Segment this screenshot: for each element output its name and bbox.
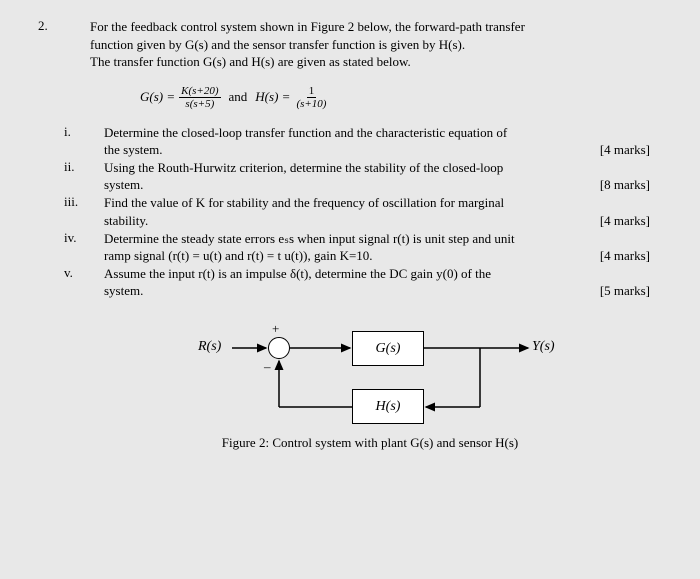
- item-marks-row: system. [5 marks]: [104, 282, 650, 299]
- item-line2: system.: [104, 282, 143, 299]
- item-marks-row: ramp signal (r(t) = u(t) and r(t) = t u(…: [104, 247, 650, 264]
- item-text: Determine the steady state errors eₛs wh…: [104, 230, 650, 264]
- item-line2: system.: [104, 176, 143, 193]
- intro-line: function given by G(s) and the sensor tr…: [90, 36, 650, 54]
- figure-caption: Figure 2: Control system with plant G(s)…: [90, 435, 650, 451]
- item-label: v.: [60, 265, 104, 299]
- item-label: ii.: [60, 159, 104, 193]
- g-lhs: G(s) =: [140, 89, 175, 105]
- item-marks: [4 marks]: [600, 247, 650, 264]
- item-marks: [4 marks]: [600, 141, 650, 158]
- item-marks-row: the system. [4 marks]: [104, 141, 650, 158]
- item-marks: [4 marks]: [600, 212, 650, 229]
- item-label: iv.: [60, 230, 104, 264]
- item-marks-row: stability. [4 marks]: [104, 212, 650, 229]
- y-label: Y(s): [532, 339, 555, 355]
- item-line: Using the Routh-Hurwitz criterion, deter…: [104, 159, 650, 176]
- r-label: R(s): [198, 339, 221, 355]
- item-ii: ii. Using the Routh-Hurwitz criterion, d…: [60, 159, 650, 193]
- item-marks-row: system. [8 marks]: [104, 176, 650, 193]
- h-box-label: H(s): [376, 399, 401, 415]
- h-box: H(s): [352, 389, 424, 424]
- item-iv: iv. Determine the steady state errors eₛ…: [60, 230, 650, 264]
- block-diagram: + – G(s) H(s) R(s) Y(s): [160, 319, 580, 429]
- intro-line: For the feedback control system shown in…: [90, 18, 650, 36]
- item-line2: stability.: [104, 212, 148, 229]
- item-line2: ramp signal (r(t) = u(t) and r(t) = t u(…: [104, 247, 373, 264]
- item-text: Assume the input r(t) is an impulse δ(t)…: [104, 265, 650, 299]
- item-text: Using the Routh-Hurwitz criterion, deter…: [104, 159, 650, 193]
- item-line: Find the value of K for stability and th…: [104, 194, 650, 211]
- h-fraction: 1 (s+10): [294, 85, 328, 110]
- item-text: Determine the closed-loop transfer funct…: [104, 124, 650, 158]
- item-line: Assume the input r(t) is an impulse δ(t)…: [104, 265, 650, 282]
- g-box: G(s): [352, 331, 424, 366]
- plus-sign: +: [272, 321, 279, 337]
- item-line: Determine the steady state errors eₛs wh…: [104, 230, 650, 247]
- h-numerator: 1: [307, 85, 317, 98]
- g-numerator: K(s+20): [179, 85, 220, 98]
- question-body: For the feedback control system shown in…: [90, 18, 650, 451]
- item-iii: iii. Find the value of K for stability a…: [60, 194, 650, 228]
- intro-text: For the feedback control system shown in…: [90, 18, 650, 71]
- g-fraction: K(s+20) s(s+5): [179, 85, 220, 110]
- item-text: Find the value of K for stability and th…: [104, 194, 650, 228]
- g-denominator: s(s+5): [183, 98, 216, 110]
- intro-line: The transfer function G(s) and H(s) are …: [90, 53, 650, 71]
- question-row: 2. For the feedback control system shown…: [38, 18, 650, 451]
- item-i: i. Determine the closed-loop transfer fu…: [60, 124, 650, 158]
- item-line2: the system.: [104, 141, 163, 158]
- item-line: Determine the closed-loop transfer funct…: [104, 124, 650, 141]
- item-label: iii.: [60, 194, 104, 228]
- page: 2. For the feedback control system shown…: [38, 18, 650, 451]
- g-box-label: G(s): [376, 341, 401, 357]
- and-word: and: [229, 89, 248, 105]
- items-list: i. Determine the closed-loop transfer fu…: [60, 124, 650, 300]
- equation-line: G(s) = K(s+20) s(s+5) and H(s) = 1 (s+10…: [140, 85, 650, 110]
- h-denominator: (s+10): [294, 98, 328, 110]
- item-label: i.: [60, 124, 104, 158]
- minus-sign: –: [264, 359, 271, 375]
- item-v: v. Assume the input r(t) is an impulse δ…: [60, 265, 650, 299]
- item-marks: [5 marks]: [600, 282, 650, 299]
- item-marks: [8 marks]: [600, 176, 650, 193]
- h-lhs: H(s) =: [255, 89, 290, 105]
